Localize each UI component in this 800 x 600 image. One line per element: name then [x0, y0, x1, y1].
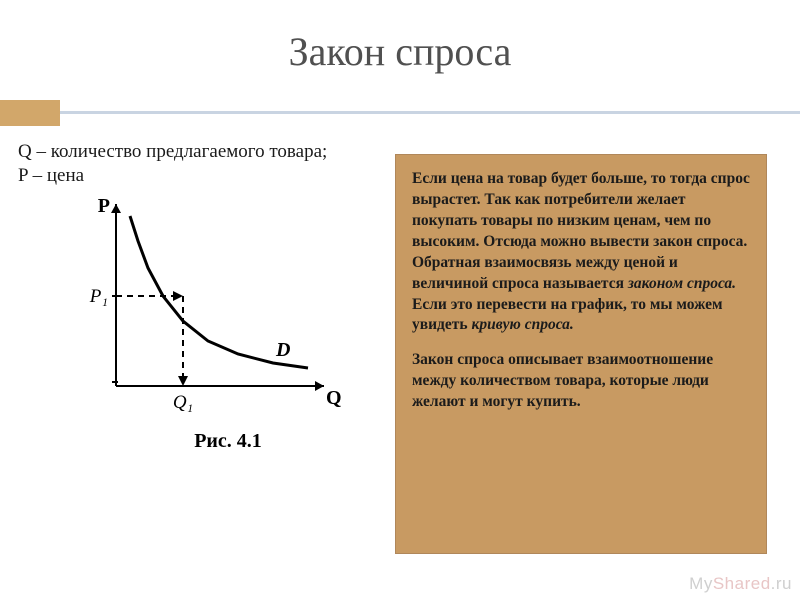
svg-text:Q₁: Q₁ — [173, 392, 193, 413]
watermark-ru: .ru — [771, 574, 792, 593]
text-em: кривую спроса. — [471, 316, 573, 333]
text-em: законом спроса. — [628, 275, 736, 292]
divider-line — [0, 111, 800, 114]
watermark: MyShared.ru — [689, 574, 792, 594]
page-title: Закон спроса — [0, 28, 800, 75]
svg-text:Q: Q — [326, 387, 342, 409]
divider-accent — [0, 100, 60, 126]
def-q: Q – количество предлагаемого товара; — [18, 140, 388, 164]
demand-chart: PQDP₁Q₁ Рис. 4.1 — [78, 196, 388, 453]
watermark-my: My — [689, 574, 713, 593]
divider-band — [0, 100, 800, 126]
explanation-p2: Закон спроса описывает взаимоотношение м… — [412, 350, 750, 413]
watermark-shared: Shared — [713, 574, 771, 593]
text-span: Если цена на товар будет больше, то тогд… — [412, 170, 750, 250]
explanation-p1: Если цена на товар будет больше, то тогд… — [412, 169, 750, 336]
svg-text:D: D — [275, 339, 290, 361]
figure-caption: Рис. 4.1 — [68, 430, 388, 453]
explanation-box: Если цена на товар будет больше, то тогд… — [395, 154, 767, 554]
definitions: Q – количество предлагаемого товара; P –… — [18, 140, 388, 188]
svg-text:P₁: P₁ — [89, 286, 108, 307]
def-p: P – цена — [18, 164, 388, 188]
svg-text:P: P — [98, 196, 110, 217]
